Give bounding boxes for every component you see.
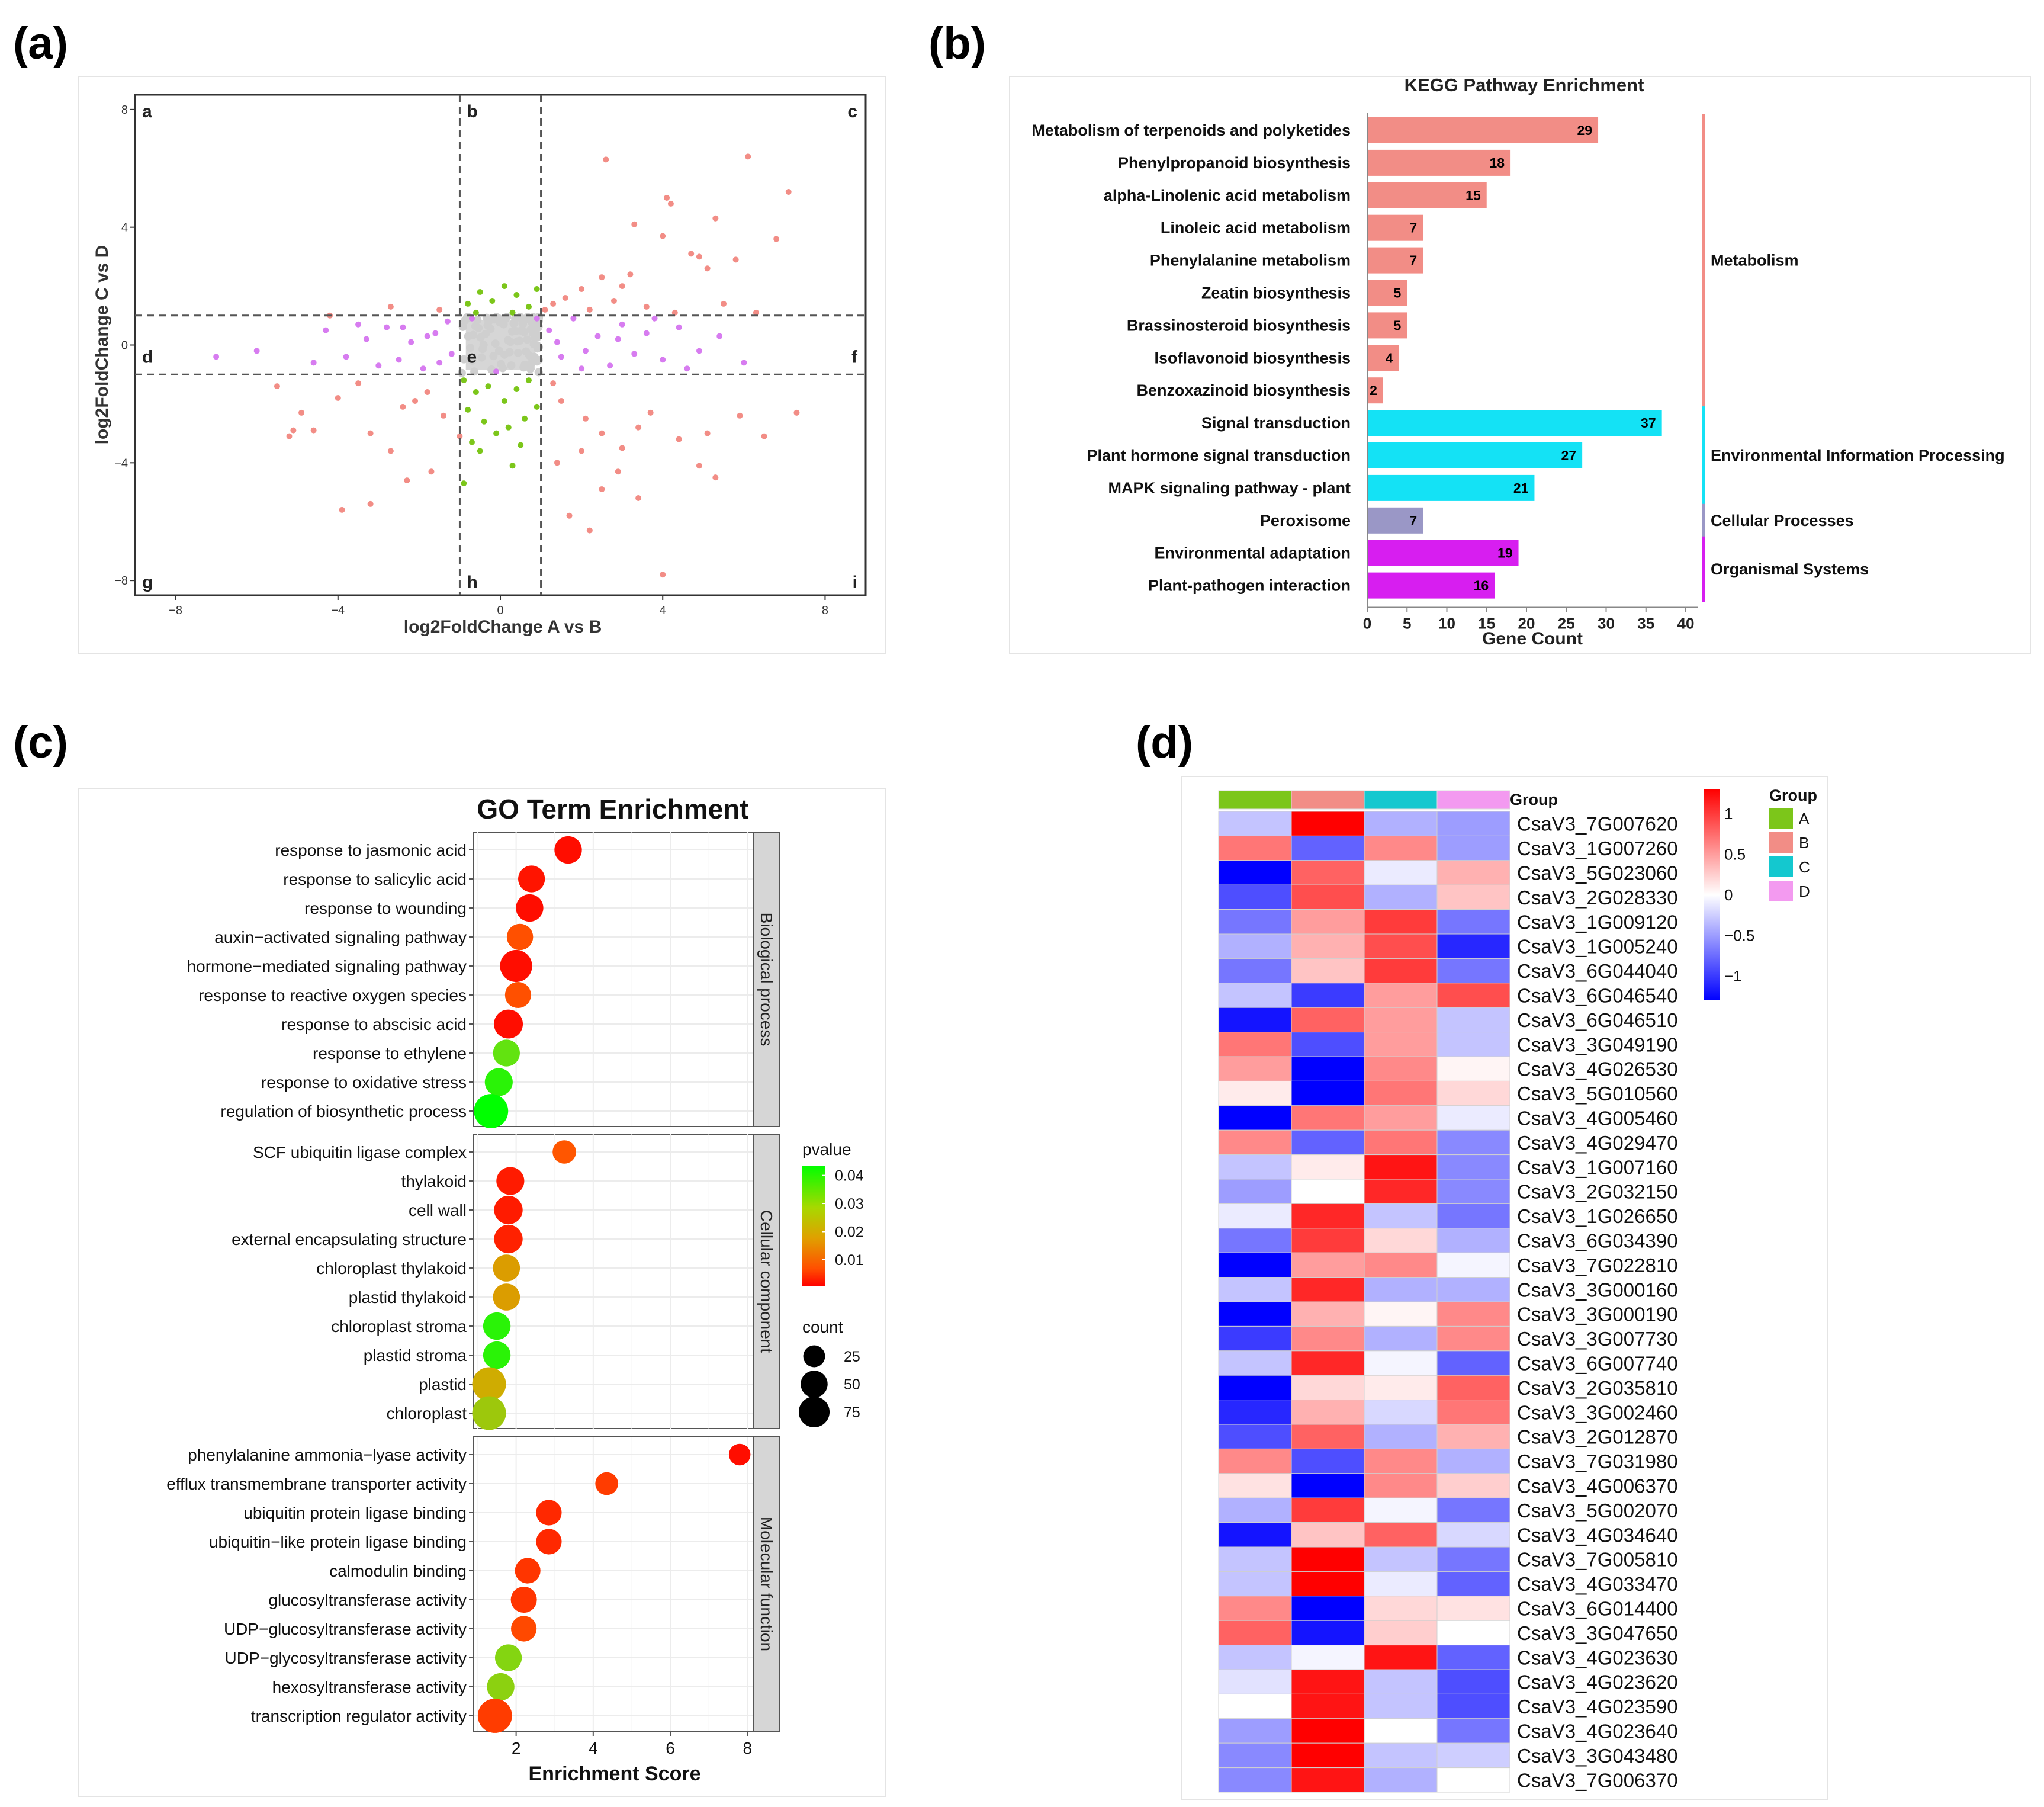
panel-c-frame — [78, 788, 886, 1797]
panel-label-a: (a) — [13, 18, 68, 69]
panel-label-b: (b) — [928, 18, 986, 69]
panel-label-c: (c) — [13, 717, 68, 768]
panel-a-frame — [78, 76, 886, 654]
panel-b-frame — [1009, 76, 2031, 654]
panel-label-d: (d) — [1136, 717, 1194, 768]
panel-d-frame — [1181, 776, 1828, 1800]
